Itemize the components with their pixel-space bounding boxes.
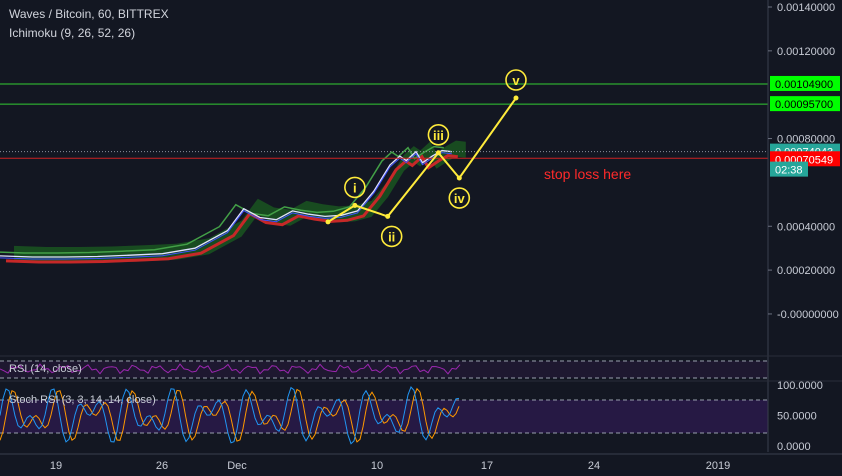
x-tick-label-1: 26 (156, 460, 168, 472)
wave-label-iii: iii (433, 128, 444, 143)
countdown-label: 02:38 (775, 165, 803, 177)
chart-title: Waves / Bitcoin, 60, BITTREX (9, 7, 169, 21)
wave-point-4 (456, 175, 462, 181)
countdown-badge (770, 161, 808, 177)
wave-label-v: v (512, 73, 520, 88)
x-tick-label-4: 17 (481, 460, 493, 472)
wave-point-1 (352, 202, 358, 208)
wave-label-ring-ii (380, 225, 403, 248)
wave-point-5 (513, 95, 519, 101)
price-line (0, 149, 452, 258)
chikou-line (0, 145, 444, 254)
y-tick-label-1: 0.00120000 (777, 46, 835, 58)
kijun-line (5, 154, 458, 264)
wave-label-ring-v (505, 69, 527, 91)
y-tick-label-0: 0.00140000 (777, 2, 835, 14)
wave-label-ring-iii (427, 124, 450, 146)
rsi-line (0, 363, 461, 375)
rsi-label: RSI (14, close) (9, 363, 82, 375)
wave-label-i: i (353, 180, 357, 195)
tenkan-line (0, 152, 452, 260)
stoch-tick-label-2: 0.0000 (777, 441, 811, 453)
stoch-d-line (0, 387, 460, 443)
y-tick-label-2: 0.00080000 (777, 134, 835, 146)
wave-label-ii: ii (388, 229, 395, 244)
y-tick-label-5: -0.00000000 (777, 309, 839, 321)
wave-label-ring-i (344, 176, 366, 199)
wave-label-ring-iv (448, 187, 471, 209)
wave-label-iv: iv (454, 191, 466, 206)
stoch-tick-label-1: 50.0000 (777, 411, 817, 423)
x-tick-label-5: 24 (588, 460, 600, 472)
wave-point-3 (435, 150, 441, 156)
stoch-k-line (0, 386, 460, 445)
wave-point-2 (385, 213, 391, 219)
indicator-label: Ichimoku (9, 26, 52, 26) (9, 26, 136, 40)
stop-loss-annotation: stop loss here (544, 166, 631, 182)
x-tick-label-6: 2019 (706, 460, 730, 472)
price-badge-0 (770, 75, 840, 91)
rsi-pane[interactable] (0, 360, 768, 379)
price-badge-1 (770, 96, 840, 112)
price-badge-label-1: 0.00095700 (775, 99, 833, 111)
wave-point-0 (325, 219, 331, 225)
elliott-wave-line (327, 97, 517, 223)
y-tick-label-3: 0.00040000 (777, 221, 835, 233)
x-tick-label-0: 19 (50, 460, 62, 472)
y-tick-label-4: 0.00020000 (777, 265, 835, 277)
price-badge-label-0: 0.00104900 (775, 79, 833, 91)
stoch-rsi-pane[interactable] (0, 386, 768, 445)
x-tick-label-2: Dec (227, 460, 247, 472)
stoch-tick-label-0: 100.0000 (777, 380, 823, 392)
x-tick-label-3: 10 (371, 460, 383, 472)
stoch-rsi-label: Stoch RSI (3, 3, 14, 14, close) (9, 394, 156, 406)
